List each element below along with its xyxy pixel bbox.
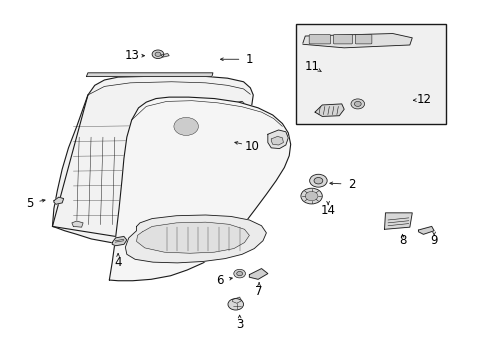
Circle shape [174,117,198,135]
Text: 5: 5 [26,197,33,210]
Polygon shape [418,226,433,234]
Circle shape [313,177,322,184]
Circle shape [300,188,322,204]
Polygon shape [136,222,249,253]
Polygon shape [72,221,83,227]
Text: 2: 2 [347,178,354,191]
Polygon shape [232,297,241,303]
Polygon shape [249,269,267,279]
Text: 3: 3 [236,318,243,331]
Polygon shape [302,33,411,48]
Circle shape [201,108,244,140]
Text: 9: 9 [429,234,437,247]
Circle shape [210,115,234,132]
Polygon shape [267,130,287,149]
FancyBboxPatch shape [355,35,371,44]
Polygon shape [222,102,246,114]
Text: 1: 1 [245,53,253,66]
Circle shape [233,269,245,278]
Circle shape [151,101,221,152]
Text: 4: 4 [114,256,122,269]
Text: 10: 10 [244,140,259,153]
FancyBboxPatch shape [333,35,352,44]
Text: 7: 7 [255,285,262,298]
Text: 6: 6 [216,274,224,287]
Polygon shape [112,237,126,246]
Polygon shape [109,97,290,281]
Polygon shape [161,54,169,57]
Circle shape [227,298,243,310]
Circle shape [152,50,163,59]
Polygon shape [125,215,266,263]
Circle shape [354,102,361,107]
Circle shape [309,174,326,187]
FancyBboxPatch shape [308,35,330,44]
Text: 13: 13 [124,49,139,62]
Polygon shape [271,136,283,145]
Polygon shape [52,76,253,246]
Circle shape [236,271,242,276]
Text: 8: 8 [398,234,406,247]
Circle shape [305,192,317,201]
Polygon shape [54,197,63,204]
Circle shape [163,110,208,143]
Text: 14: 14 [320,204,335,217]
Polygon shape [314,104,344,116]
Text: 11: 11 [305,60,320,73]
Text: 12: 12 [416,93,431,106]
Circle shape [350,99,364,109]
Polygon shape [384,213,411,229]
Polygon shape [86,73,212,76]
Bar [295,23,446,123]
Circle shape [155,52,161,57]
